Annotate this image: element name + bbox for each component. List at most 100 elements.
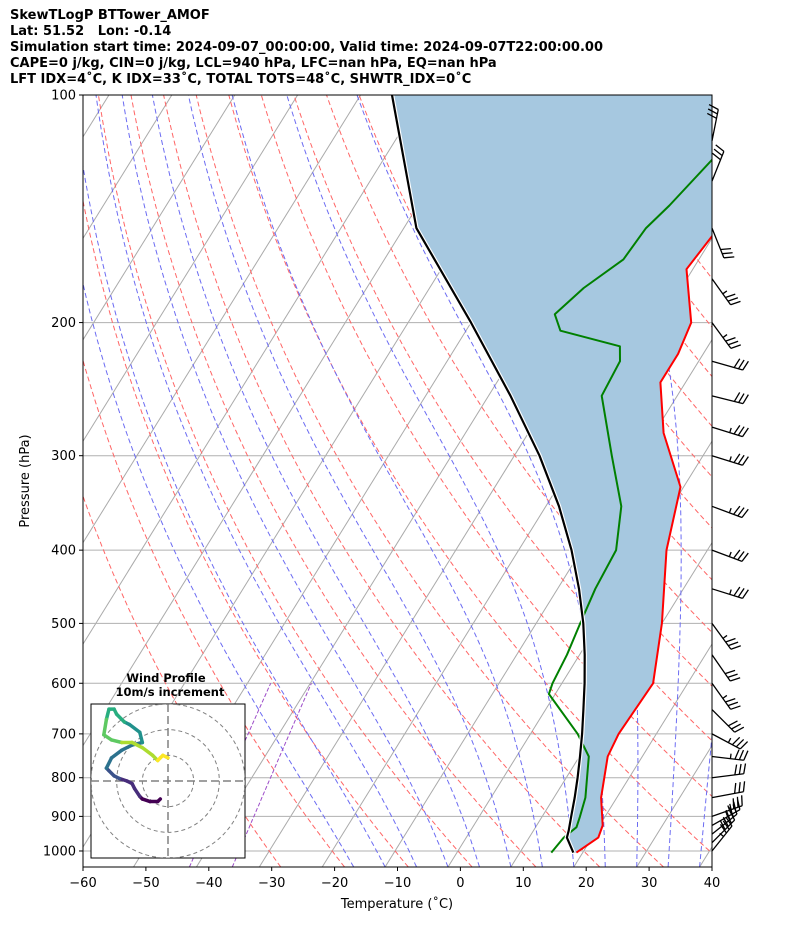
- hodograph-subtitle: 10m/s increment: [116, 685, 225, 699]
- barb-flag: [730, 645, 741, 650]
- wind-barb: [711, 322, 741, 349]
- barb-flag: [728, 641, 739, 647]
- barb-flag: [738, 763, 742, 775]
- barb-flag: [720, 247, 732, 251]
- isotherm-line: [447, 440, 712, 867]
- barb-staff: [711, 227, 725, 259]
- barb-staff: [711, 733, 741, 750]
- barb-flag: [738, 393, 745, 403]
- wind-barb: [711, 586, 749, 599]
- indices-line: LFT IDX=4˚C, K IDX=33˚C, TOTAL TOTS=48˚C…: [10, 72, 472, 87]
- barb-flag: [742, 456, 749, 466]
- barb-half-flag: [722, 334, 728, 339]
- barb-flag: [733, 358, 741, 368]
- hodograph-segment: [109, 738, 124, 745]
- barb-flag: [733, 505, 741, 515]
- wind-barb: [711, 549, 749, 562]
- x-tick-label: 30: [641, 876, 658, 891]
- barb-flag: [742, 427, 749, 438]
- wind-barb: [711, 682, 741, 710]
- hodograph-segment: [102, 717, 109, 737]
- barb-flag: [723, 256, 735, 259]
- barb-flag: [733, 392, 741, 402]
- barb-flag: [724, 669, 736, 675]
- barb-flag: [722, 252, 733, 255]
- x-tick-label: −10: [384, 876, 411, 891]
- instability-line: CAPE=0 j/kg, CIN=0 j/kg, LCL=940 hPa, LF…: [10, 56, 497, 71]
- barb-flag: [737, 454, 745, 465]
- barb-staff: [711, 395, 744, 405]
- barb-flag: [729, 803, 733, 815]
- barb-staff: [711, 773, 744, 779]
- barb-staff: [711, 813, 738, 835]
- wind-barb: [711, 654, 741, 682]
- parcel-path: [390, 95, 586, 854]
- barb-flag: [737, 507, 745, 517]
- hodograph-segment: [109, 748, 124, 760]
- y-tick-label: 500: [51, 617, 76, 632]
- hodograph-segment: [114, 712, 127, 724]
- barb-flag: [734, 764, 738, 775]
- barb-flag: [742, 394, 749, 404]
- barb-flag: [729, 810, 736, 821]
- dry-adiabat: [163, 95, 601, 867]
- isotherm-line: [83, 95, 236, 341]
- wind-barb: [706, 104, 719, 142]
- barb-flag: [730, 677, 741, 682]
- isotherm-line: [83, 95, 361, 544]
- barb-half-flag: [729, 753, 732, 759]
- x-tick-label: −60: [69, 876, 96, 891]
- barb-staff: [711, 360, 743, 371]
- barb-flag: [743, 750, 749, 761]
- wind-barb: [711, 424, 749, 438]
- barb-flag: [733, 424, 741, 435]
- barb-staff: [711, 755, 744, 761]
- isotherm-line: [83, 95, 424, 646]
- barb-flag: [728, 340, 739, 346]
- wind-barb: [711, 623, 741, 650]
- barb-flag: [706, 112, 717, 119]
- moist-adiabat: [286, 95, 575, 867]
- chart-header: SkewTLogP BTTower_AMOF Lat: 51.52 Lon: -…: [10, 8, 603, 88]
- y-tick-label: 400: [51, 544, 76, 559]
- moist-adiabat: [231, 95, 543, 867]
- barb-flag: [722, 820, 730, 830]
- x-axis-label: Temperature (˚C): [340, 896, 453, 912]
- barb-staff: [711, 791, 744, 799]
- barb-flag: [735, 738, 745, 748]
- wind-barb: [711, 733, 749, 750]
- barb-staff: [711, 588, 743, 599]
- barb-flag: [742, 360, 749, 371]
- y-tick-label: 800: [51, 771, 76, 786]
- wind-barb: [711, 795, 743, 818]
- wind-barb: [711, 358, 749, 371]
- hodograph-segment: [138, 730, 145, 745]
- wind-barb: [711, 709, 745, 733]
- hodograph-segment: [161, 753, 170, 760]
- y-tick-label: 900: [51, 810, 76, 825]
- dry-adiabat: [83, 358, 345, 867]
- barb-half-flag: [722, 290, 728, 295]
- moist-adiabat: [83, 163, 386, 867]
- barb-staff: [711, 455, 743, 466]
- barb-staff: [711, 505, 743, 519]
- hodograph-segment: [130, 740, 145, 750]
- dry-adiabat: [83, 198, 409, 867]
- chart-title: SkewTLogP BTTower_AMOF: [10, 8, 210, 23]
- barb-half-flag: [729, 427, 732, 433]
- y-tick-label: 600: [51, 677, 76, 692]
- moist-adiabat: [151, 95, 480, 867]
- barb-flag: [727, 673, 738, 678]
- wind-barb: [711, 392, 749, 405]
- wind-barbs: [706, 104, 749, 852]
- barb-staff: [711, 709, 736, 733]
- barb-flag: [707, 108, 718, 115]
- wind-barb: [711, 749, 749, 761]
- dry-adiabat: [130, 95, 537, 867]
- barb-flag: [742, 589, 749, 599]
- barb-flag: [741, 552, 749, 562]
- wind-barb: [711, 144, 725, 182]
- barb-flag: [738, 782, 741, 793]
- hodograph-segment: [104, 707, 111, 722]
